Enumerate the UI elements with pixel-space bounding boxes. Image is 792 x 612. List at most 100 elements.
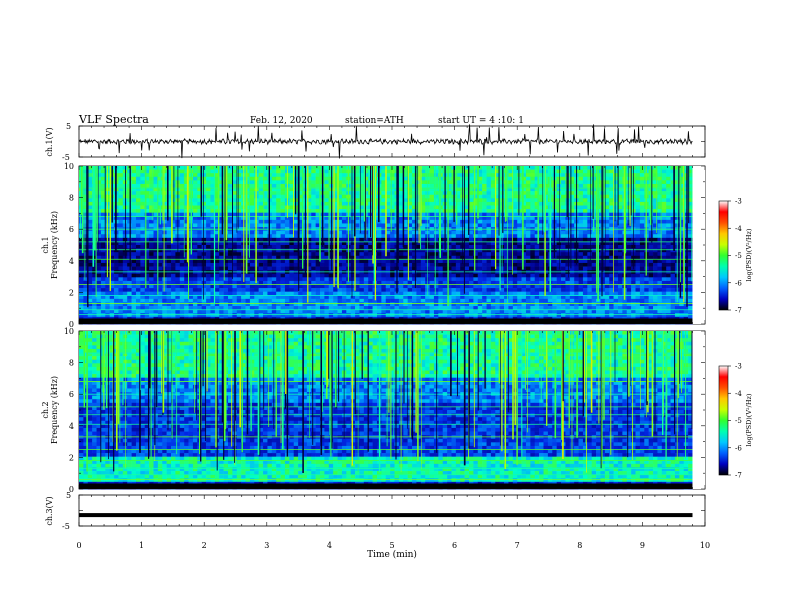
spectrogram-cell (131, 201, 137, 206)
spectrogram-cell (188, 277, 194, 282)
spectrogram-cell (398, 252, 404, 257)
spectrogram-cell (201, 248, 207, 253)
spectrogram-cell (201, 280, 207, 285)
spectrogram-cell (315, 223, 321, 228)
spectrogram-cell (381, 273, 387, 278)
spectrogram-cell (363, 280, 369, 285)
spectrogram-cell (530, 187, 536, 192)
spectrogram-cell (293, 280, 299, 285)
spectrogram-cell (376, 237, 382, 242)
spectrogram-cell (166, 180, 172, 185)
spectrogram-cell (648, 248, 654, 253)
spectrogram-cell (490, 255, 496, 260)
spectrogram-cell (127, 259, 132, 264)
spectrogram-cell (512, 273, 518, 278)
spectrogram-cell (144, 191, 150, 196)
spectrogram-cell (249, 212, 255, 217)
spectrogram-cell (556, 255, 562, 260)
spectrogram-cell (171, 198, 176, 203)
spectrogram-cell (433, 223, 439, 228)
spectrogram-cell (293, 277, 299, 282)
spectrogram-cell (582, 237, 588, 242)
spectrogram-cell (280, 223, 286, 228)
spectrogram-cell (328, 259, 334, 264)
spectrogram-cell (534, 280, 540, 285)
spectrogram-cell (451, 277, 457, 282)
spectrogram-cell (171, 180, 176, 185)
spectrogram-cell (109, 259, 115, 264)
spectrogram-cell (100, 230, 106, 235)
spectrogram-cell (451, 273, 457, 278)
spectrogram-cell (582, 173, 588, 178)
spectrogram-cell (455, 198, 461, 203)
spectrogram-cell (508, 194, 514, 199)
spectrogram-cell (298, 216, 303, 221)
spectrogram-cell (236, 198, 242, 203)
spectrogram-cell (648, 237, 654, 242)
spectrogram-cell (644, 273, 649, 278)
spectrogram-cell (512, 191, 518, 196)
spectrogram-cell (688, 212, 693, 217)
spectrogram-cell (149, 280, 154, 285)
spectrogram-cell (271, 169, 277, 174)
spectrogram-cell (657, 194, 663, 199)
spectrogram-cell (368, 284, 373, 289)
spectrogram-cell (87, 209, 93, 213)
spectrogram-cell (604, 237, 610, 242)
spectrogram-cell (276, 255, 281, 260)
spectrogram-cell (565, 252, 571, 257)
spectrogram-cell (276, 234, 281, 239)
spectrogram-cell (582, 194, 588, 199)
spectrogram-cell (293, 284, 299, 289)
spectrogram-cell (280, 237, 286, 242)
spectrogram-cell (482, 216, 487, 221)
spectrogram-cell (333, 180, 338, 185)
spectrogram-cell (210, 230, 216, 235)
spectrogram-cell (153, 262, 159, 267)
spectrogram-cell (657, 241, 663, 246)
spectrogram-cell (109, 277, 115, 282)
spectrogram-cell (661, 216, 667, 221)
spectrogram-cell (92, 248, 97, 253)
spectrogram-cell (613, 198, 619, 203)
spectrogram-cell (171, 205, 176, 210)
spectrogram-cell (587, 183, 592, 188)
spectrogram-cell (447, 183, 452, 188)
spectrogram-cell (635, 277, 641, 282)
spectrogram-cell (166, 266, 172, 271)
spectrogram-cell (613, 205, 619, 210)
spectrogram-cell (477, 180, 483, 185)
spectrogram-cell (617, 176, 623, 181)
spectrogram-cell (587, 266, 592, 271)
spectrogram-cell (140, 255, 146, 260)
spectrogram-cell (525, 176, 531, 181)
spectrogram-cell (162, 280, 167, 285)
spectrogram-cell (87, 201, 93, 206)
spectrogram-cell (87, 223, 93, 228)
spectrogram-cell (683, 166, 689, 170)
spectrogram-cell (355, 248, 360, 253)
spectrogram-cell (127, 201, 132, 206)
spectrogram-cell (442, 288, 448, 292)
spectrogram-cell (363, 273, 369, 278)
spectrogram-cell (617, 209, 623, 213)
spectrogram-cell (302, 241, 308, 246)
spectrogram-cell (587, 191, 592, 196)
spectrogram-cell (315, 252, 321, 257)
spectrogram-cell (609, 173, 614, 178)
spectrogram-cell (333, 252, 338, 257)
spectrogram-cell (582, 209, 588, 213)
spectrogram-cell (455, 284, 461, 289)
spectrogram-cell (482, 288, 487, 292)
spectrogram-cell (517, 237, 522, 242)
spectrogram-cell (355, 216, 360, 221)
spectrogram-cell (315, 216, 321, 221)
spectrogram-cell (162, 205, 167, 210)
spectrogram-cell (280, 191, 286, 196)
spectrogram-cell (688, 191, 693, 196)
spectrogram-cell (166, 216, 172, 221)
spectrogram-cell (197, 234, 202, 239)
spectrogram-cell (219, 198, 224, 203)
spectrogram-cell (341, 234, 347, 239)
spectrogram-cell (688, 245, 693, 249)
